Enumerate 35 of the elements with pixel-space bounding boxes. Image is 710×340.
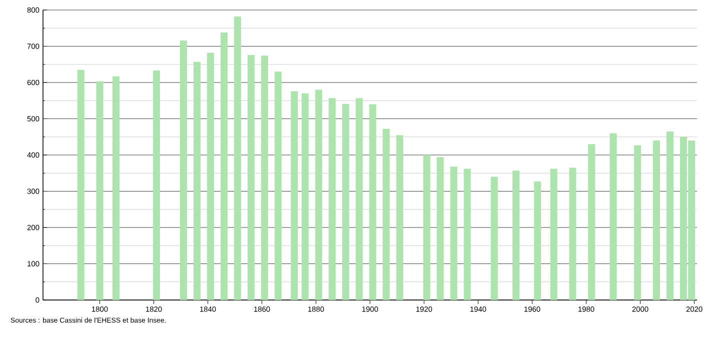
- bar: [569, 168, 576, 300]
- bar: [194, 62, 201, 300]
- bar: [652, 140, 660, 300]
- bar: [261, 56, 268, 300]
- bar: [220, 32, 228, 300]
- bar: [96, 81, 104, 300]
- bar: [342, 104, 350, 300]
- bar: [77, 70, 84, 300]
- bar: [234, 16, 242, 300]
- bar: [369, 104, 376, 300]
- bar: [666, 131, 674, 300]
- bar: [396, 135, 404, 300]
- bar: [423, 155, 430, 300]
- bar: [180, 40, 188, 300]
- bar: [436, 157, 444, 300]
- bar: [634, 145, 642, 300]
- bar: [490, 176, 498, 300]
- bar: [512, 170, 520, 300]
- bar: [290, 91, 298, 300]
- bar: [315, 90, 322, 300]
- bar: [248, 54, 255, 300]
- bar: [328, 98, 336, 300]
- bar: [610, 133, 617, 300]
- bar: [534, 181, 542, 300]
- bar: [450, 166, 458, 300]
- bar: [152, 70, 160, 300]
- bar: [112, 76, 120, 300]
- bar: [588, 144, 596, 300]
- bar: [207, 52, 214, 300]
- bar: [382, 128, 390, 300]
- bar: [464, 168, 471, 300]
- bar: [550, 168, 558, 300]
- bar: [302, 93, 309, 300]
- bar: [356, 98, 363, 300]
- bar: [274, 72, 282, 300]
